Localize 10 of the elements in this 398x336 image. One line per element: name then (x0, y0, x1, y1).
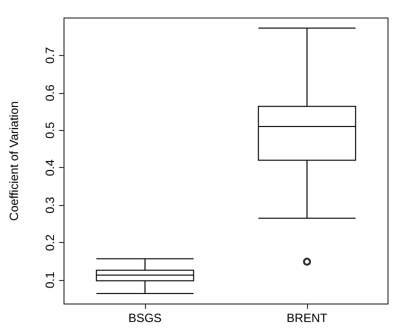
y-axis-title: Coefficient of Variation (7, 101, 21, 221)
x-tick-label: BSGS (128, 311, 162, 325)
y-tick-label: 0.1 (43, 271, 57, 288)
x-tick-label: BRENT (286, 311, 328, 325)
y-tick-label: 0.3 (43, 196, 57, 214)
y-tick-label: 0.4 (43, 159, 57, 176)
y-tick-label: 0.7 (43, 46, 57, 64)
y-tick-label: 0.2 (43, 234, 57, 251)
y-tick-label: 0.6 (43, 84, 57, 102)
y-tick-label: 0.5 (43, 122, 57, 139)
